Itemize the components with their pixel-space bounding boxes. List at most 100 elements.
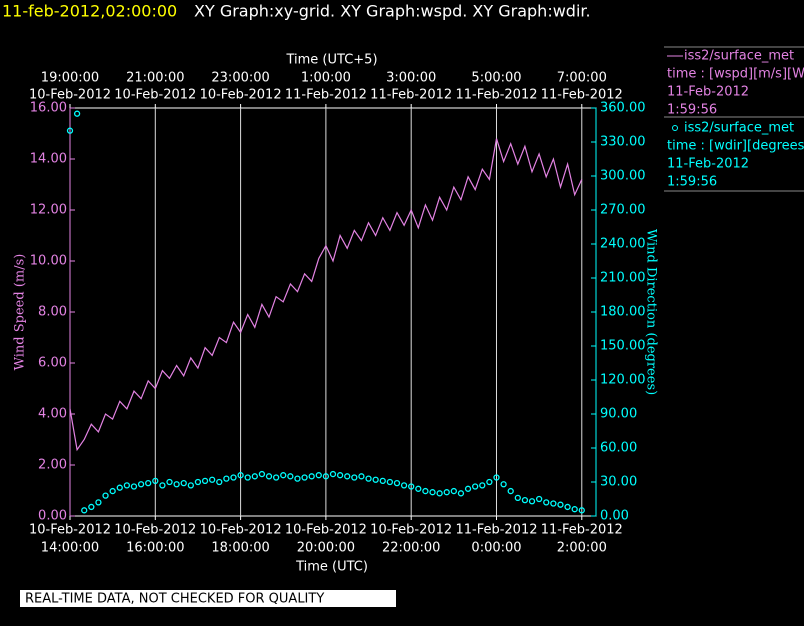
wind-direction-point [336,472,344,479]
x2-tick-date: 11-Feb-2012 [370,88,452,103]
wind-direction-point [365,475,372,482]
y2-tick-label: 270.00 [600,203,646,218]
legend-name: iss2/surface_met [684,121,794,136]
legend-text: 1:59:56 [667,175,717,190]
x2-tick-date: 11-Feb-2012 [541,88,623,103]
wind-direction-point [436,490,443,497]
x2-tick-time: 1:00:00 [301,71,351,86]
x-tick-date: 10-Feb-2012 [370,523,452,538]
wind-direction-point [450,487,457,495]
y-tick-label: 0.00 [38,509,67,524]
wind-direction-point [564,503,571,511]
y2-tick-label: 30.00 [600,475,637,490]
wind-direction-point [550,500,557,507]
y2-axis-label: Wind Direction (degrees) [644,229,659,395]
y2-tick-label: 150.00 [600,339,646,354]
x2-tick-time: 3:00:00 [386,71,436,86]
wind-direction-point [287,473,294,480]
wind-direction-point [66,127,74,134]
wind-direction-point [180,479,187,487]
wind-direction-point [272,474,280,481]
wind-direction-point [379,477,386,485]
wind-direction-point [81,507,88,514]
x-tick-date: 11-Feb-2012 [541,523,623,538]
x2-axis-label: Time (UTC+5) [285,53,377,68]
x-tick-date: 10-Feb-2012 [29,523,111,538]
wind-direction-point [152,477,159,485]
wind-direction-point [187,482,194,489]
wind-direction-point [472,483,479,490]
y2-tick-label: 300.00 [600,169,646,184]
wind-direction-point [216,478,223,486]
wind-direction-point [358,473,365,480]
y-tick-label: 2.00 [38,458,67,473]
wind-direction-point [528,498,536,505]
wind-direction-point [265,473,273,480]
legend-text: time : [wspd][m/s][Wind [667,67,804,82]
wind-direction-point [130,483,138,490]
legend-text: 1:59:56 [667,103,717,118]
wind-direction-point [223,475,230,482]
y2-tick-label: 0.00 [600,509,629,524]
x2-tick-time: 7:00:00 [557,71,607,86]
wind-direction-point [251,473,258,480]
wind-direction-point [301,474,308,481]
x-tick-date: 10-Feb-2012 [114,523,196,538]
legend-marker [672,125,678,131]
x2-tick-date: 11-Feb-2012 [455,88,537,103]
y-tick-label: 8.00 [38,305,67,320]
y2-tick-label: 90.00 [600,407,637,422]
wind-direction-point [322,473,330,480]
y2-tick-label: 180.00 [600,305,646,320]
wind-direction-point [464,485,472,492]
y-tick-label: 6.00 [38,356,67,371]
wind-direction-point [88,503,95,511]
wind-direction-point [145,479,152,487]
x-tick-time: 18:00:00 [211,541,269,556]
x-tick-time: 2:00:00 [557,541,607,556]
y-axis-label: Wind Speed (m/s) [13,254,28,371]
wind-direction-point [344,473,351,480]
y-tick-label: 10.00 [30,254,67,269]
wind-direction-point [194,478,202,486]
wind-direction-point [493,474,500,481]
wind-direction-point [123,482,131,489]
x2-tick-date: 10-Feb-2012 [200,88,282,103]
x-tick-time: 22:00:00 [382,541,440,556]
legend-name: iss2/surface_met [684,49,794,64]
x-tick-time: 14:00:00 [41,541,99,556]
wind-direction-point [109,487,116,495]
wind-direction-point [393,479,401,487]
wind-direction-point [500,481,507,488]
x2-tick-time: 23:00:00 [211,71,269,86]
legend [664,46,804,192]
wind-direction-point [507,487,514,495]
graph-title: XY Graph:xy-grid. XY Graph:wspd. XY Grap… [194,2,591,21]
wind-direction-point [315,472,322,479]
wind-direction-point [557,501,564,508]
x-tick-time: 16:00:00 [126,541,184,556]
wind-speed-line [69,138,583,452]
x2-tick-time: 21:00:00 [126,71,184,86]
wind-direction-point [578,507,585,514]
wind-direction-point [258,470,266,478]
x-tick-time: 0:00:00 [471,541,521,556]
wind-direction-point [201,477,209,485]
wind-direction-point [571,506,578,513]
y2-tick-label: 240.00 [600,237,646,252]
wind-direction-point [443,489,450,496]
y-tick-label: 12.00 [30,203,67,218]
wind-direction-point [386,478,394,486]
legend-text: 11-Feb-2012 [667,157,749,172]
wind-direction-point [95,499,102,506]
footer-box [20,590,396,607]
x-tick-date: 11-Feb-2012 [455,523,537,538]
wind-direction-point [308,473,315,480]
wind-direction-point [73,110,81,117]
wind-direction-point [535,495,543,503]
wind-direction-point [209,476,216,483]
legend-text: time : [wdir][degrees][V [667,139,804,154]
wind-direction-point [422,487,429,495]
